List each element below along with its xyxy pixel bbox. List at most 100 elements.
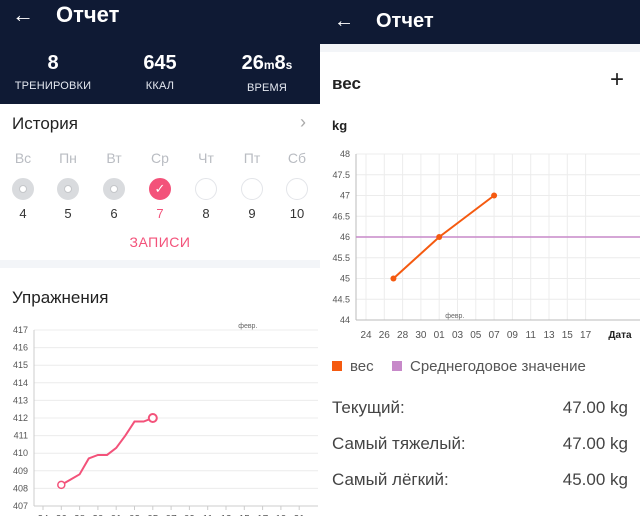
completed-dot-icon xyxy=(12,178,34,200)
day-date: 9 xyxy=(248,206,256,221)
y-tick-label: 46 xyxy=(340,232,350,242)
report-screen-left: ← Отчет 8 ТРЕНИРОВКИ 645 ККАЛ 26m8s ВРЕМ… xyxy=(0,0,320,516)
y-tick-label: 416 xyxy=(13,343,28,353)
summary-lightest: Самый лёгкий: 45.00 kg xyxy=(332,470,628,490)
day-name: Вс xyxy=(14,150,32,166)
x-tick-label: 28 xyxy=(74,514,86,516)
records-link[interactable]: ЗАПИСИ xyxy=(129,234,191,250)
stat-workouts: 8 ТРЕНИРОВКИ xyxy=(0,52,106,92)
summary-label: Самый лёгкий: xyxy=(332,470,449,489)
weight-title: вес xyxy=(332,74,361,93)
history-day[interactable]: Пн 5 xyxy=(53,150,83,221)
stat-kcal-label: ККАЛ xyxy=(145,80,175,92)
stat-time-seconds-unit: s xyxy=(285,58,293,72)
chevron-right-icon[interactable]: › xyxy=(300,112,306,132)
month-annotation: февр. xyxy=(238,323,257,330)
legend-weight: вес xyxy=(332,358,374,375)
exercises-card: Упражнения 407 408 409 410 411 412 413 414 415 41… xyxy=(0,268,320,516)
summary-label: Текущий: xyxy=(332,398,405,417)
series-line xyxy=(60,417,154,486)
history-title: История xyxy=(12,114,78,133)
y-tick-label: 412 xyxy=(13,413,28,423)
x-tick-label: 30 xyxy=(415,330,427,341)
report-header: ← Отчет 8 ТРЕНИРОВКИ 645 ККАЛ 26m8s ВРЕМ… xyxy=(0,0,320,104)
y-tick-label: 413 xyxy=(13,395,28,405)
checkmark-icon: ✓ xyxy=(149,178,171,200)
y-tick-label: 415 xyxy=(13,360,28,370)
x-tick-label: 01 xyxy=(111,514,123,516)
x-tick-label: 05 xyxy=(470,330,482,341)
legend-swatch xyxy=(332,361,342,371)
empty-dot-icon xyxy=(286,178,308,200)
x-tick-label: 13 xyxy=(220,514,232,516)
day-date: 4 xyxy=(19,206,27,221)
y-tick-label: 48 xyxy=(340,149,350,159)
history-card[interactable]: История › Вс 4 Пн 5 Вт 6 Ср ✓ 7 Чт 8 Пт xyxy=(0,104,320,260)
stat-time-value: 26m8s xyxy=(214,52,320,76)
summary-heaviest: Самый тяжелый: 47.00 kg xyxy=(332,434,628,454)
summary-current: Текущий: 47.00 kg xyxy=(332,398,628,418)
summary-value: 47.00 kg xyxy=(562,398,628,417)
weight-chart: 44 44.5 45 45.5 46 46.5 47 47.5 48 24 26 28 30 01 03 05… xyxy=(332,149,640,341)
stat-time-minutes: 26 xyxy=(241,52,264,74)
page-title: Отчет xyxy=(376,10,434,32)
stat-time-seconds: 8 xyxy=(274,52,286,74)
month-annotation: февр. xyxy=(445,313,464,320)
weight-unit: kg xyxy=(332,118,348,133)
history-day-current[interactable]: Ср ✓ 7 xyxy=(145,150,175,221)
x-tick-label: 09 xyxy=(184,514,196,516)
legend-swatch xyxy=(392,361,402,371)
report-header: ← Отчет xyxy=(320,0,640,44)
arrow-left-icon[interactable]: ← xyxy=(12,2,34,27)
stat-time-label: ВРЕМЯ xyxy=(246,82,288,94)
x-tick-label: 30 xyxy=(92,514,104,516)
x-tick-label: 28 xyxy=(397,330,409,341)
completed-dot-icon xyxy=(57,178,79,200)
x-tick-label: 13 xyxy=(543,330,555,341)
y-tick-label: 44 xyxy=(340,315,350,325)
x-tick-label: 24 xyxy=(37,514,49,516)
x-tick-label: 24 xyxy=(360,330,372,341)
data-point xyxy=(491,192,498,199)
day-name: Ср xyxy=(151,150,169,166)
legend-label: Среднегодовое значение xyxy=(410,358,586,375)
x-tick-label: 26 xyxy=(379,330,391,341)
page-title: Отчет xyxy=(56,2,120,27)
day-date: 5 xyxy=(64,206,72,221)
x-tick-label: 17 xyxy=(257,514,269,516)
x-tick-label: 21 xyxy=(294,514,306,516)
stat-kcal-value: 645 xyxy=(143,52,177,74)
x-tick-label: 03 xyxy=(129,514,141,516)
summary-value: 47.00 kg xyxy=(562,434,628,453)
x-tick-label: 17 xyxy=(580,330,592,341)
empty-dot-icon xyxy=(195,178,217,200)
day-date: 10 xyxy=(289,206,305,221)
x-tick-label: 05 xyxy=(147,514,159,516)
history-day[interactable]: Вт 6 xyxy=(99,150,129,221)
exercises-title: Упражнения xyxy=(12,288,109,307)
y-tick-label: 407 xyxy=(13,501,28,511)
completed-dot-icon xyxy=(103,178,125,200)
y-tick-label: 411 xyxy=(14,431,28,441)
y-tick-label: 408 xyxy=(13,483,28,493)
arrow-left-icon[interactable]: ← xyxy=(334,10,354,32)
x-tick-label: 01 xyxy=(434,330,446,341)
x-axis-title: Дата xyxy=(608,330,632,341)
stat-time-minutes-unit: m xyxy=(263,58,275,72)
summary-label: Самый тяжелый: xyxy=(332,434,466,453)
history-day[interactable]: Пт 9 xyxy=(237,150,267,221)
stat-kcal: 645 ККАЛ xyxy=(107,52,213,92)
summary-value: 45.00 kg xyxy=(562,470,628,489)
y-tick-label: 417 xyxy=(13,325,28,335)
history-day[interactable]: Вс 4 xyxy=(8,150,38,221)
day-name: Чт xyxy=(198,150,214,166)
stat-workouts-value: 8 xyxy=(47,52,59,74)
history-day[interactable]: Сб 10 xyxy=(282,150,312,221)
plus-icon[interactable]: + xyxy=(609,66,624,93)
y-tick-label: 410 xyxy=(13,448,28,458)
history-day[interactable]: Чт 8 xyxy=(191,150,221,221)
stat-workouts-label: ТРЕНИРОВКИ xyxy=(14,80,92,92)
day-name: Пн xyxy=(59,150,77,166)
report-screen-right: ← Отчет вес + kg 44 44.5 45 45.5 46 46.5 47 47.… xyxy=(320,0,640,516)
data-point xyxy=(147,413,158,423)
